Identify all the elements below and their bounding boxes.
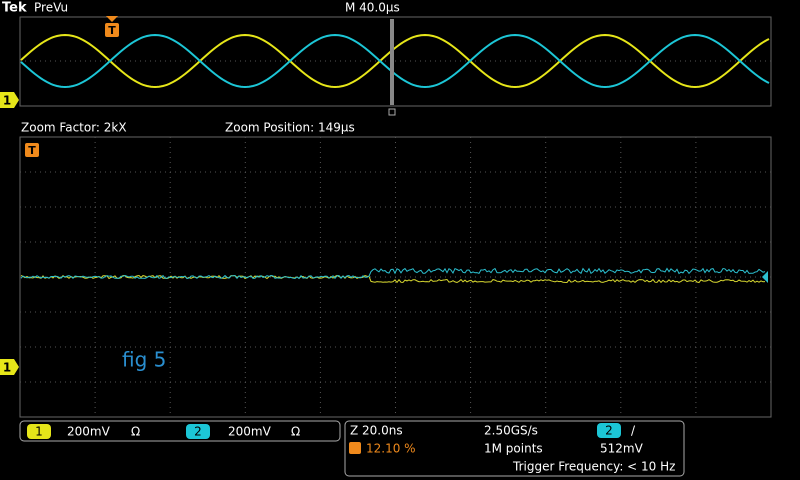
trigger-arrow: [106, 16, 118, 22]
ch1-marker: [0, 92, 19, 108]
main-ch1-marker-label: 1: [3, 361, 11, 375]
ch2-number: 2: [194, 425, 202, 439]
zoom-scale: Z 20.0ns: [350, 424, 403, 438]
trigger-position-icon: [349, 442, 361, 454]
ch2-badge: [186, 424, 210, 439]
ch1-marker-label: 1: [3, 94, 11, 108]
trigger-slope: /: [631, 424, 636, 438]
mode: PreVu: [34, 1, 68, 15]
annotation: fig 5: [122, 348, 166, 372]
zoom-window: [390, 19, 394, 105]
ch2-position-marker: [762, 271, 768, 283]
ch2-trace: [20, 267, 766, 280]
ch1-scale: 200mV: [67, 425, 111, 439]
channel-bar: [19, 420, 341, 442]
overview-ch2-trace: [20, 33, 770, 89]
trigger-source: 2: [605, 424, 613, 438]
trigger-position: 12.10 %: [366, 442, 416, 456]
acquisition-panel: [344, 420, 685, 477]
trigger-level: 512mV: [600, 442, 644, 456]
main-ch1-marker: [0, 359, 19, 375]
brand: Tek: [2, 1, 27, 16]
trigger-marker-label: T: [108, 24, 116, 37]
trigger-source-badge: [597, 423, 621, 438]
zoom-position: Zoom Position: 149µs: [225, 121, 355, 135]
trigger-frequency: Trigger Frequency: < 10 Hz: [512, 460, 675, 474]
ch1-number: 1: [35, 425, 43, 439]
ch1-coupling: Ω: [131, 425, 140, 439]
main-trigger-marker-label: T: [28, 144, 36, 157]
sample-rate: 2.50GS/s: [484, 424, 538, 438]
ch2-scale: 200mV: [228, 425, 272, 439]
main-trigger-marker: [25, 143, 39, 157]
ch1-trace: [20, 274, 766, 284]
trigger-marker: [105, 23, 119, 37]
overview-ch1-trace: [20, 33, 770, 89]
record-length: 1M points: [484, 442, 543, 456]
ch2-coupling: Ω: [291, 425, 300, 439]
zoom-window-handle: [388, 108, 396, 116]
ch1-badge: [27, 424, 51, 439]
timebase: M 40.0µs: [345, 1, 400, 15]
zoom-factor: Zoom Factor: 2kX: [21, 121, 127, 135]
